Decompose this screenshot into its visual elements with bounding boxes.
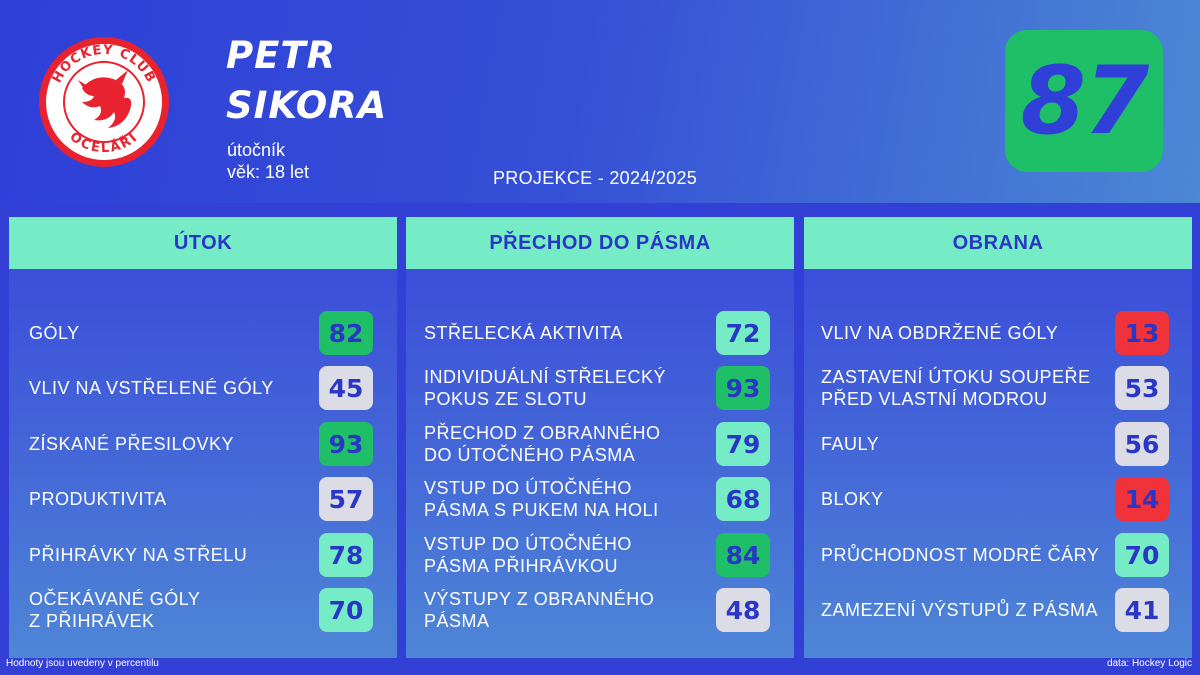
overall-rating-badge: 87	[1005, 30, 1163, 172]
metric-label: PRŮCHODNOST MODRÉ ČÁRY	[821, 544, 1099, 566]
percentile-badge: 93	[319, 422, 373, 466]
metric-row: FAULY 56	[804, 420, 1192, 468]
metric-label: ZASTAVENÍ ÚTOKU SOUPEŘE PŘED VLASTNÍ MODR…	[821, 366, 1091, 410]
metric-label: VLIV NA VSTŘELENÉ GÓLY	[29, 377, 274, 399]
percentile-badge: 45	[319, 366, 373, 410]
club-logo: HOCKEY CLUB OCELÁŘI	[39, 37, 169, 167]
metric-label-line: PŘIHRÁVKY NA STŘELU	[29, 545, 248, 565]
metric-label-line: DO ÚTOČNÉHO PÁSMA	[424, 445, 636, 465]
player-last-name: SIKORA	[226, 84, 388, 127]
metric-label-line: VLIV NA VSTŘELENÉ GÓLY	[29, 378, 274, 398]
metric-label: OČEKÁVANÉ GÓLY Z PŘIHRÁVEK	[29, 588, 200, 632]
metric-label-line: VSTUP DO ÚTOČNÉHO	[424, 534, 632, 554]
panel-prechod: PŘECHOD DO PÁSMA STŘELECKÁ AKTIVITA 72 IND…	[406, 217, 794, 658]
dragon-icon	[78, 70, 132, 128]
metric-label-line: PÁSMA	[424, 611, 490, 631]
metric-label-line: OČEKÁVANÉ GÓLY	[29, 589, 201, 609]
metric-row: PŘIHRÁVKY NA STŘELU 78	[9, 531, 397, 579]
metric-label: VSTUP DO ÚTOČNÉHO PÁSMA S PUKEM NA HOLI	[424, 477, 659, 521]
footer-note: Hodnoty jsou uvedeny v percentilu	[6, 658, 159, 669]
percentile-badge: 78	[319, 533, 373, 577]
percentile-badge: 13	[1115, 311, 1169, 355]
metric-label: BLOKY	[821, 488, 884, 510]
percentile-badge: 68	[716, 477, 770, 521]
percentile-badge: 70	[1115, 533, 1169, 577]
percentile-badge: 82	[319, 311, 373, 355]
player-age: věk: 18 let	[227, 162, 310, 182]
metric-row: BLOKY 14	[804, 475, 1192, 523]
metric-label: FAULY	[821, 433, 879, 455]
percentile-badge: 84	[716, 533, 770, 577]
metric-label-line: FAULY	[821, 434, 880, 454]
panel-utok: ÚTOK GÓLY 82 VLIV NA VSTŘELENÉ GÓLY 45 ZÍSKA…	[9, 217, 397, 658]
panel-title: ÚTOK	[9, 217, 397, 269]
metric-label-line: POKUS ZE SLOTU	[424, 389, 588, 409]
percentile-badge: 56	[1115, 422, 1169, 466]
metric-label: VÝSTUPY Z OBRANNÉHO PÁSMA	[424, 588, 654, 632]
metric-row: VSTUP DO ÚTOČNÉHO PÁSMA PŘIHRÁVKOU 84	[406, 531, 794, 579]
panel-title: PŘECHOD DO PÁSMA	[406, 217, 794, 269]
metric-row: GÓLY 82	[9, 309, 397, 357]
metric-label-line: GÓLY	[29, 323, 80, 343]
metric-label-line: STŘELECKÁ AKTIVITA	[424, 323, 623, 343]
percentile-badge: 93	[716, 366, 770, 410]
percentile-badge: 70	[319, 588, 373, 632]
metric-label: PRODUKTIVITA	[29, 488, 167, 510]
metric-label: GÓLY	[29, 322, 80, 344]
metric-label-line: VLIV NA OBDRŽENÉ GÓLY	[821, 323, 1059, 343]
metric-label-line: VÝSTUPY Z OBRANNÉHO	[424, 589, 655, 609]
metric-row: VÝSTUPY Z OBRANNÉHO PÁSMA 48	[406, 586, 794, 634]
metric-label-line: INDIVIDUÁLNÍ STŘELECKÝ	[424, 367, 667, 387]
metric-label-line: PÁSMA S PUKEM NA HOLI	[424, 500, 659, 520]
percentile-badge: 53	[1115, 366, 1169, 410]
percentile-badge: 72	[716, 311, 770, 355]
metric-row: ZASTAVENÍ ÚTOKU SOUPEŘE PŘED VLASTNÍ MODR…	[804, 364, 1192, 412]
metric-row: VLIV NA VSTŘELENÉ GÓLY 45	[9, 364, 397, 412]
metric-label: INDIVIDUÁLNÍ STŘELECKÝ POKUS ZE SLOTU	[424, 366, 666, 410]
metric-row: PŘECHOD Z OBRANNÉHO DO ÚTOČNÉHO PÁSMA 79	[406, 420, 794, 468]
metric-label: ZÍSKANÉ PŘESILOVKY	[29, 433, 234, 455]
metric-row: ZAMEZENÍ VÝSTUPŮ Z PÁSMA 41	[804, 586, 1192, 634]
metric-label: PŘECHOD Z OBRANNÉHO DO ÚTOČNÉHO PÁSMA	[424, 422, 661, 466]
metric-row: STŘELECKÁ AKTIVITA 72	[406, 309, 794, 357]
metric-label-line: PÁSMA PŘIHRÁVKOU	[424, 556, 619, 576]
metric-label-line: PRŮCHODNOST MODRÉ ČÁRY	[821, 545, 1100, 565]
metric-label-line: PŘECHOD Z OBRANNÉHO	[424, 423, 661, 443]
player-position: útočník	[227, 140, 286, 160]
metric-label-line: ZASTAVENÍ ÚTOKU SOUPEŘE	[821, 367, 1091, 387]
metric-row: OČEKÁVANÉ GÓLY Z PŘIHRÁVEK 70	[9, 586, 397, 634]
metric-row: VLIV NA OBDRŽENÉ GÓLY 13	[804, 309, 1192, 357]
projection-season: PROJEKCE - 2024/2025	[493, 168, 698, 188]
metric-label-line: ZAMEZENÍ VÝSTUPŮ Z PÁSMA	[821, 600, 1099, 620]
metric-label: ZAMEZENÍ VÝSTUPŮ Z PÁSMA	[821, 599, 1098, 621]
metric-label: PŘIHRÁVKY NA STŘELU	[29, 544, 247, 566]
metric-label-line: PŘED VLASTNÍ MODROU	[821, 389, 1048, 409]
metric-row: PRODUKTIVITA 57	[9, 475, 397, 523]
panel-title: OBRANA	[804, 217, 1192, 269]
percentile-badge: 14	[1115, 477, 1169, 521]
metric-label-line: Z PŘIHRÁVEK	[29, 611, 155, 631]
metric-label: VSTUP DO ÚTOČNÉHO PÁSMA PŘIHRÁVKOU	[424, 533, 632, 577]
metric-row: INDIVIDUÁLNÍ STŘELECKÝ POKUS ZE SLOTU 93	[406, 364, 794, 412]
metric-label: STŘELECKÁ AKTIVITA	[424, 322, 623, 344]
percentile-badge: 79	[716, 422, 770, 466]
player-first-name: PETR	[226, 34, 337, 77]
footer-source: data: Hockey Logic	[1106, 658, 1192, 669]
percentile-badge: 48	[716, 588, 770, 632]
overall-rating-value: 87	[1020, 46, 1150, 156]
metric-row: ZÍSKANÉ PŘESILOVKY 93	[9, 420, 397, 468]
metric-row: PRŮCHODNOST MODRÉ ČÁRY 70	[804, 531, 1192, 579]
metric-label: VLIV NA OBDRŽENÉ GÓLY	[821, 322, 1058, 344]
metric-label-line: ZÍSKANÉ PŘESILOVKY	[29, 434, 235, 454]
metric-label-line: PRODUKTIVITA	[29, 489, 167, 509]
metric-label-line: BLOKY	[821, 489, 884, 509]
percentile-badge: 41	[1115, 588, 1169, 632]
metric-label-line: VSTUP DO ÚTOČNÉHO	[424, 478, 632, 498]
metric-row: VSTUP DO ÚTOČNÉHO PÁSMA S PUKEM NA HOLI 68	[406, 475, 794, 523]
panel-obrana: OBRANA VLIV NA OBDRŽENÉ GÓLY 13 ZASTAVENÍ …	[804, 217, 1192, 658]
percentile-badge: 57	[319, 477, 373, 521]
